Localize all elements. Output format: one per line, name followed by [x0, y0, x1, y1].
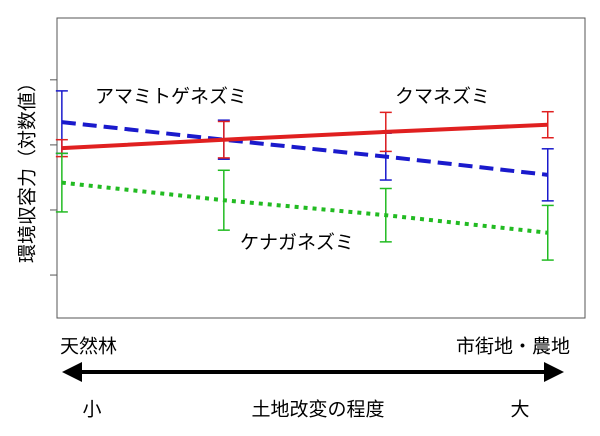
series-label: アマミトゲネズミ: [95, 86, 247, 108]
axis-high-label: 大: [510, 399, 529, 421]
series-label: クマネズミ: [395, 86, 490, 108]
x-start-label: 天然林: [60, 336, 117, 358]
axis-title: 土地改変の程度: [251, 399, 384, 421]
series-line: [61, 122, 548, 151]
axis-low-label: 小: [82, 399, 101, 421]
x-end-label: 市街地・農地: [456, 336, 570, 358]
series-line: [61, 120, 548, 177]
series-label: ケナガネズミ: [240, 232, 354, 254]
series-line: [61, 180, 548, 235]
y-axis-label: 環境収容力（対数値）: [17, 73, 39, 263]
plot-frame: [56, 17, 586, 319]
